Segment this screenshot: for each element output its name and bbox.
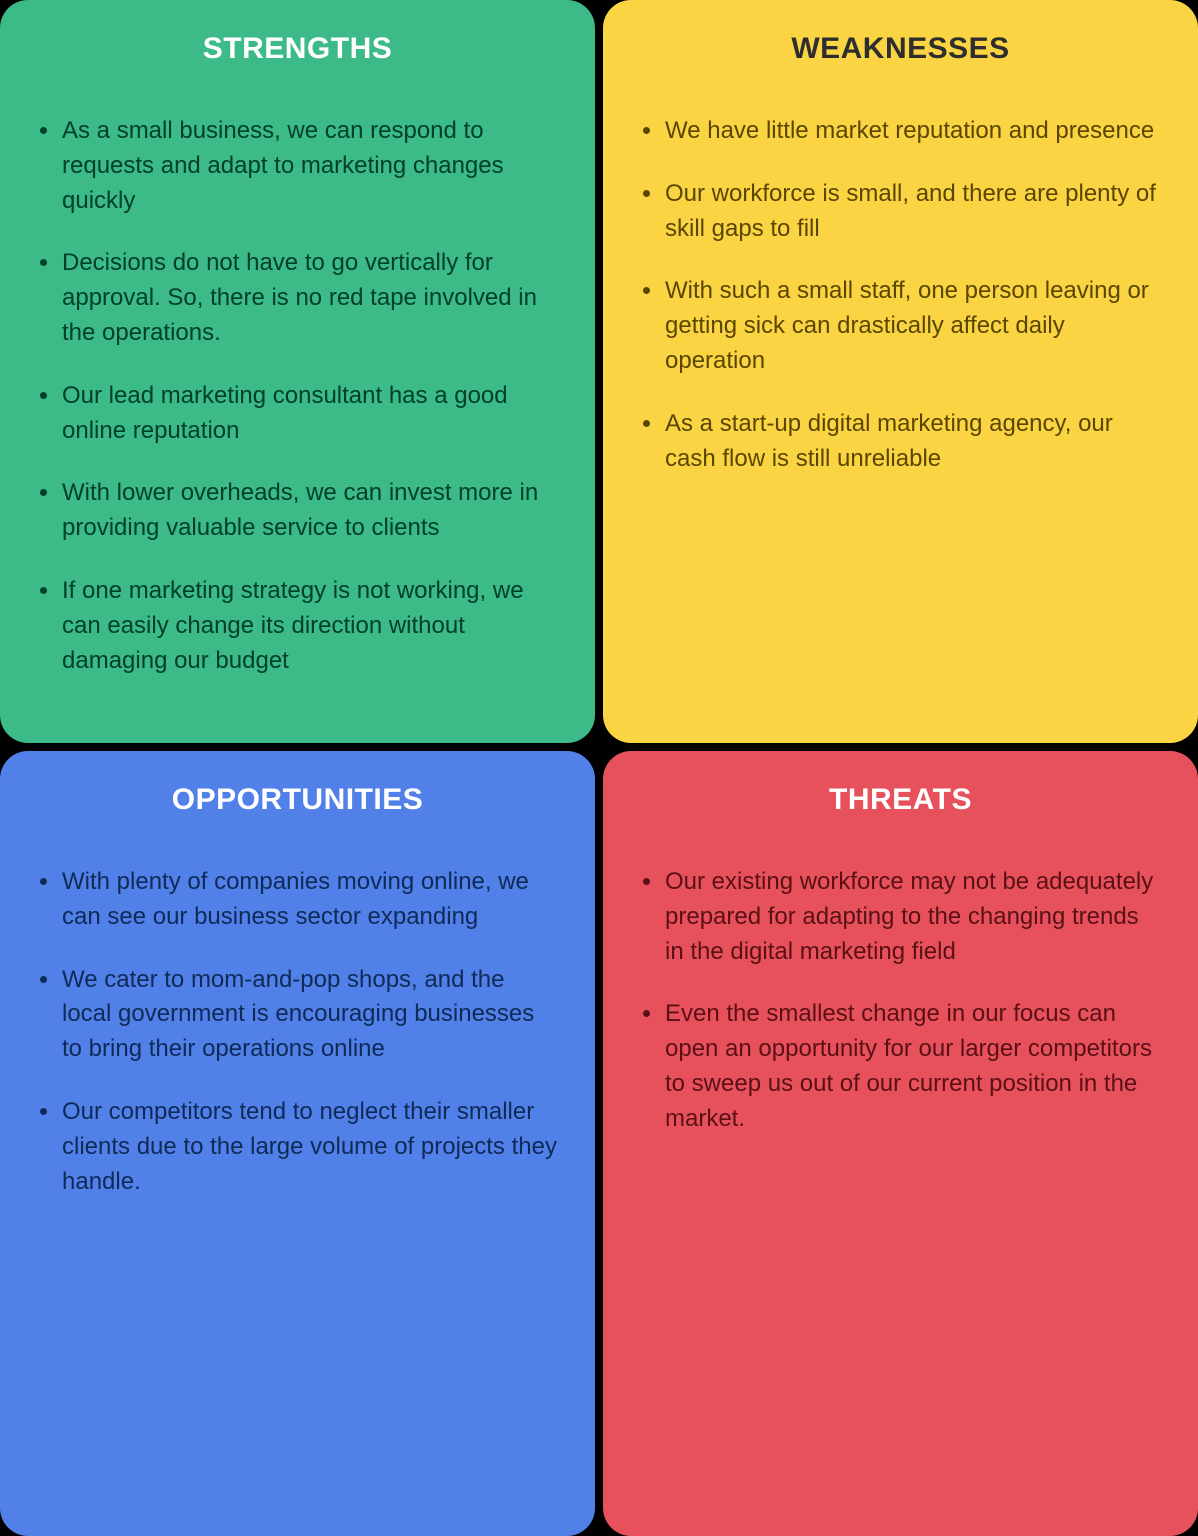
quadrant-list-opportunities: With plenty of companies moving online, … xyxy=(36,865,559,1227)
quadrant-title-weaknesses: WEAKNESSES xyxy=(639,32,1162,66)
quadrant-title-strengths: STRENGTHS xyxy=(36,32,559,66)
list-item: Our workforce is small, and there are pl… xyxy=(639,177,1162,247)
list-item: Our competitors tend to neglect their sm… xyxy=(36,1095,559,1199)
quadrant-title-threats: THREATS xyxy=(639,783,1162,817)
list-item: Our lead marketing consultant has a good… xyxy=(36,379,559,449)
list-item: With lower overheads, we can invest more… xyxy=(36,476,559,546)
quadrant-weaknesses: WEAKNESSES We have little market reputat… xyxy=(603,0,1198,743)
list-item: Our existing workforce may not be adequa… xyxy=(639,865,1162,969)
list-item: Even the smallest change in our focus ca… xyxy=(639,997,1162,1136)
quadrant-list-weaknesses: We have little market reputation and pre… xyxy=(639,114,1162,504)
quadrant-opportunities: OPPORTUNITIES With plenty of companies m… xyxy=(0,751,595,1536)
list-item: Decisions do not have to go vertically f… xyxy=(36,246,559,350)
list-item: We cater to mom-and-pop shops, and the l… xyxy=(36,963,559,1067)
list-item: With plenty of companies moving online, … xyxy=(36,865,559,935)
quadrant-list-strengths: As a small business, we can respond to r… xyxy=(36,114,559,706)
swot-grid: STRENGTHS As a small business, we can re… xyxy=(0,0,1198,1536)
list-item: As a start-up digital marketing agency, … xyxy=(639,407,1162,477)
quadrant-list-threats: Our existing workforce may not be adequa… xyxy=(639,865,1162,1165)
list-item: With such a small staff, one person leav… xyxy=(639,274,1162,378)
quadrant-threats: THREATS Our existing workforce may not b… xyxy=(603,751,1198,1536)
list-item: As a small business, we can respond to r… xyxy=(36,114,559,218)
quadrant-strengths: STRENGTHS As a small business, we can re… xyxy=(0,0,595,743)
list-item: If one marketing strategy is not working… xyxy=(36,574,559,678)
list-item: We have little market reputation and pre… xyxy=(639,114,1162,149)
quadrant-title-opportunities: OPPORTUNITIES xyxy=(36,783,559,817)
